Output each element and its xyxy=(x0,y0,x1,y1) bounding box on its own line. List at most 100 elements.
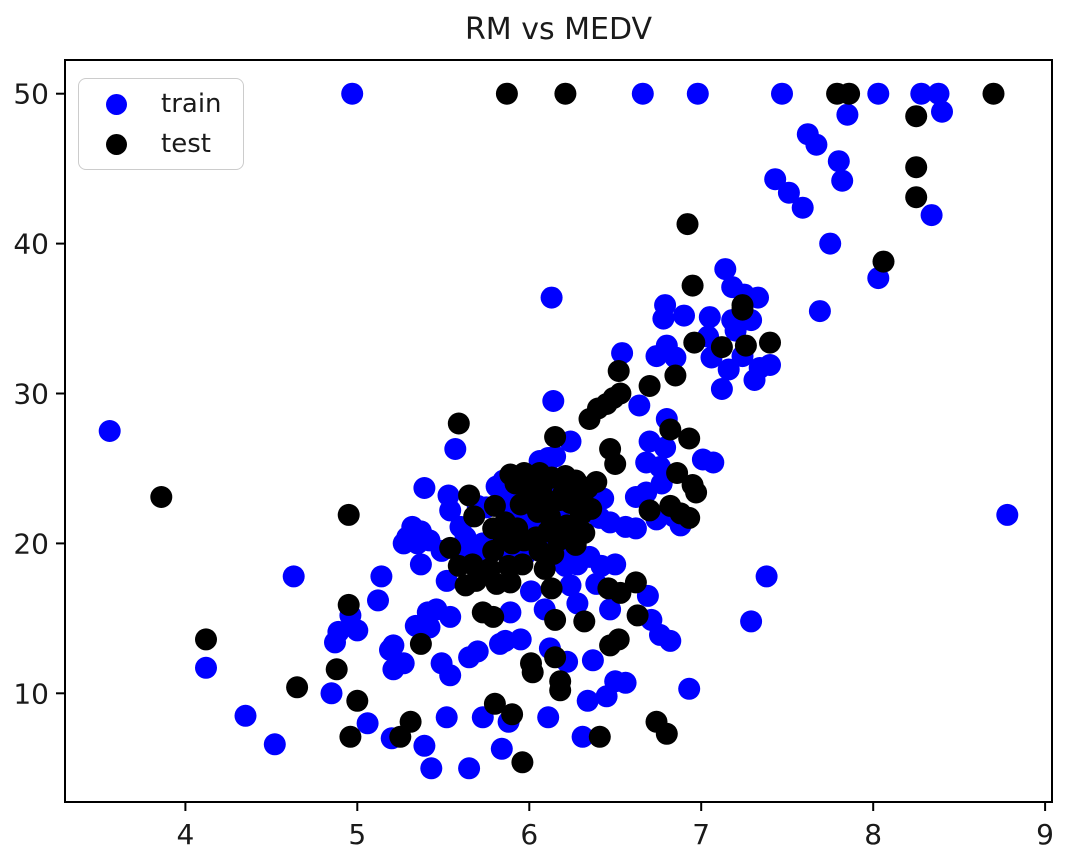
data-point-train xyxy=(346,619,369,642)
data-point-test xyxy=(533,557,556,580)
data-point-test xyxy=(664,364,687,387)
data-point-test xyxy=(678,506,701,529)
y-tick-label: 20 xyxy=(13,527,49,560)
axes-frame xyxy=(64,59,1053,803)
data-point-test xyxy=(483,692,506,715)
data-point-train xyxy=(234,704,257,727)
data-point-test xyxy=(544,646,567,669)
data-point-train xyxy=(509,628,532,651)
data-point-train xyxy=(520,580,542,603)
data-point-test xyxy=(447,412,470,435)
data-point-train xyxy=(659,629,682,652)
data-point-train xyxy=(540,286,563,309)
data-point-train xyxy=(831,169,854,192)
data-point-test xyxy=(521,661,544,684)
data-point-train xyxy=(867,82,890,105)
data-point-test xyxy=(905,105,928,128)
data-point-train xyxy=(836,103,859,126)
data-point-train xyxy=(418,616,441,639)
data-point-test xyxy=(838,82,861,105)
data-point-train xyxy=(195,656,217,679)
x-tick-label: 9 xyxy=(1036,818,1054,851)
data-point-train xyxy=(444,438,467,460)
data-point-test xyxy=(604,453,627,475)
data-point-train xyxy=(624,517,647,540)
data-point-test xyxy=(538,505,561,528)
data-point-train xyxy=(98,420,121,442)
data-point-train xyxy=(435,569,458,592)
data-point-train xyxy=(576,689,599,712)
legend-label-test: test xyxy=(161,129,211,159)
data-point-test xyxy=(626,604,649,627)
plot-canvas: 4 5 6 7 8 9 10 20 30 40 50 xyxy=(13,59,1054,851)
data-point-train xyxy=(559,574,582,597)
data-point-test xyxy=(483,494,506,517)
data-point-test xyxy=(325,658,348,681)
train-marker-circle-icon xyxy=(106,93,127,115)
data-point-train xyxy=(867,267,890,290)
data-point-train xyxy=(566,592,589,615)
data-point-test xyxy=(544,608,567,631)
data-point-test xyxy=(573,610,596,633)
data-point-test xyxy=(872,250,895,273)
data-point-train xyxy=(664,346,687,369)
data-point-test xyxy=(588,725,611,748)
data-point-test xyxy=(624,571,647,594)
y-tick-label: 50 xyxy=(13,78,49,111)
y-tick-label: 10 xyxy=(13,677,49,710)
data-point-test xyxy=(458,484,481,507)
data-point-train xyxy=(628,394,651,417)
data-point-train xyxy=(740,610,763,633)
data-point-train xyxy=(710,378,733,400)
data-point-test xyxy=(683,331,706,354)
data-point-train xyxy=(910,82,933,105)
data-point-train xyxy=(791,196,814,219)
data-point-train xyxy=(920,204,943,227)
data-point-test xyxy=(286,676,309,699)
data-point-test xyxy=(655,722,678,745)
data-point-test xyxy=(609,382,632,405)
data-point-train xyxy=(320,682,343,705)
data-point-train xyxy=(382,634,405,657)
data-point-test xyxy=(482,539,505,562)
data-point-train xyxy=(458,757,481,780)
data-point-test xyxy=(580,497,603,520)
data-point-train xyxy=(702,451,725,474)
data-point-test xyxy=(638,375,661,397)
data-point-test xyxy=(150,486,173,508)
data-point-train xyxy=(595,685,618,708)
data-point-test xyxy=(905,186,928,209)
data-point-train xyxy=(654,436,677,459)
x-tick-label: 5 xyxy=(348,818,366,851)
data-point-test xyxy=(609,581,632,604)
data-point-train xyxy=(652,307,675,330)
data-point-train xyxy=(755,565,778,588)
data-point-test xyxy=(509,493,532,516)
data-point-train xyxy=(439,664,462,687)
data-point-test xyxy=(540,577,563,600)
data-point-train xyxy=(931,100,953,123)
data-point-train xyxy=(571,725,594,748)
data-point-test xyxy=(731,298,754,321)
data-point-test xyxy=(549,679,572,702)
data-point-train xyxy=(819,232,842,255)
data-point-test xyxy=(499,571,522,594)
data-point-train xyxy=(604,553,627,576)
x-tick-label: 8 xyxy=(864,818,882,851)
data-point-train xyxy=(542,390,565,412)
data-point-train xyxy=(611,342,634,365)
data-point-train xyxy=(631,82,654,105)
data-point-train xyxy=(454,526,477,549)
data-point-test xyxy=(666,462,689,484)
data-point-train xyxy=(413,477,436,499)
data-point-test xyxy=(337,503,360,526)
data-point-train xyxy=(324,631,346,654)
data-point-test xyxy=(389,725,412,748)
data-point-test xyxy=(676,213,699,236)
data-point-test xyxy=(501,703,524,726)
data-point-train xyxy=(599,598,622,621)
data-point-train xyxy=(805,133,828,156)
legend: train test xyxy=(78,78,244,170)
data-point-test xyxy=(482,605,505,628)
data-point-test xyxy=(532,472,554,495)
